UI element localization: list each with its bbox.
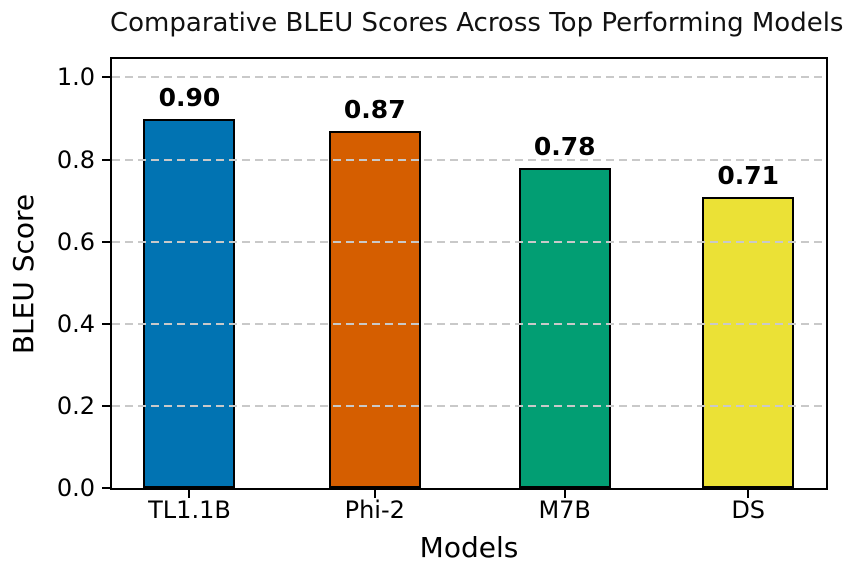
bar-M7B [518, 167, 611, 488]
y-tick-mark [102, 487, 110, 489]
x-tick-label-TL1.1B: TL1.1B [148, 496, 231, 524]
bar-value-label: 0.90 [158, 82, 221, 112]
bar-value-label: 0.71 [717, 160, 780, 190]
x-axis: TL1.1B Phi-2 M7B DS [112, 490, 826, 530]
y-tick-label: 0.2 [56, 391, 95, 420]
y-tick-label: 1.0 [56, 63, 95, 92]
y-tick-mark [102, 404, 110, 407]
bars-layer: 0.90 0.87 0.78 0.71 [112, 59, 826, 488]
bar-Phi-2 [328, 130, 421, 488]
y-tick-label: 0.4 [56, 309, 95, 338]
bar-value-label: 0.87 [343, 94, 406, 124]
x-tick-mark [747, 490, 750, 498]
bar-value-label: 0.78 [533, 131, 596, 161]
x-tick-label-Phi-2: Phi-2 [344, 496, 405, 524]
x-tick-mark [563, 490, 566, 498]
plot-area: 0.90 0.87 0.78 0.71 [110, 57, 828, 490]
x-tick-mark [373, 490, 376, 498]
x-tick-mark [188, 490, 191, 498]
x-axis-title: Models [419, 531, 519, 564]
bar-DS [702, 196, 795, 488]
x-tick-label-M7B: M7B [538, 496, 591, 524]
y-tick-mark [102, 158, 110, 161]
y-tick-label: 0.8 [56, 145, 95, 174]
y-tick-mark [102, 76, 110, 79]
y-tick-label: 0.0 [56, 474, 95, 502]
x-tick-label-DS: DS [731, 496, 766, 524]
y-tick-mark [102, 240, 110, 243]
y-axis: 0.0 0.2 0.4 0.6 0.8 1.0 [0, 59, 110, 501]
y-tick-label: 0.6 [56, 227, 95, 256]
bar-TL1.1B [143, 118, 236, 488]
y-tick-mark [102, 322, 110, 325]
chart-title: Comparative BLEU Scores Across Top Perfo… [110, 8, 844, 38]
